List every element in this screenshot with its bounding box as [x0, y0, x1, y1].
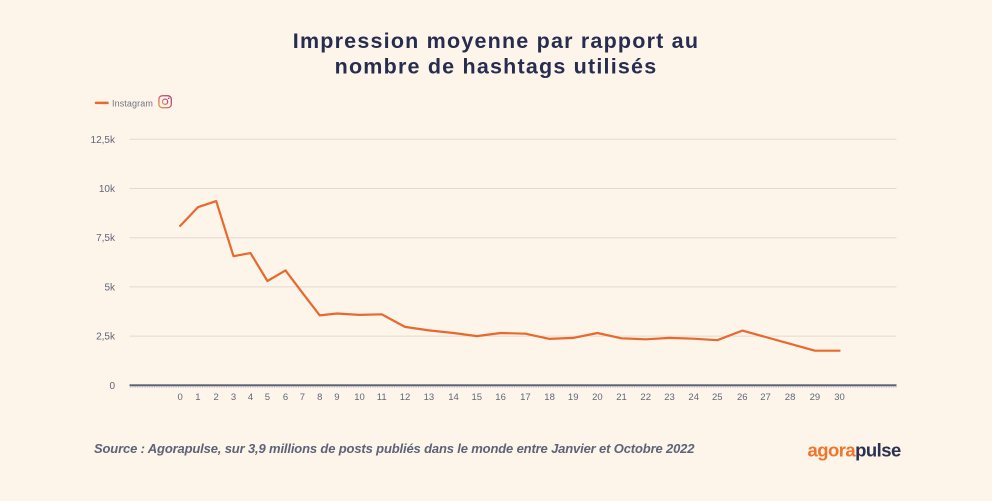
- svg-text:14: 14: [448, 392, 459, 403]
- svg-text:15: 15: [472, 392, 483, 403]
- svg-text:13: 13: [424, 392, 435, 403]
- svg-text:18: 18: [544, 392, 555, 403]
- svg-text:7,5k: 7,5k: [96, 233, 116, 244]
- svg-text:6: 6: [283, 392, 288, 403]
- svg-text:21: 21: [616, 392, 627, 403]
- svg-text:10k: 10k: [99, 184, 116, 195]
- svg-text:nombre de hashtags utilisés: nombre de hashtags utilisés: [335, 54, 658, 78]
- svg-text:2: 2: [214, 392, 219, 403]
- svg-text:5k: 5k: [104, 282, 116, 293]
- svg-text:28: 28: [785, 392, 796, 403]
- svg-text:16: 16: [495, 392, 506, 403]
- svg-text:23: 23: [664, 392, 675, 403]
- svg-text:26: 26: [737, 392, 748, 403]
- svg-text:7: 7: [300, 392, 305, 403]
- svg-text:12: 12: [400, 392, 411, 403]
- svg-text:agorapulse: agorapulse: [808, 440, 901, 461]
- svg-text:1: 1: [195, 392, 200, 403]
- svg-text:Instagram: Instagram: [112, 99, 153, 109]
- svg-text:3: 3: [231, 392, 236, 403]
- svg-text:0: 0: [109, 381, 115, 392]
- svg-text:Source : Agorapulse, sur 3,9 m: Source : Agorapulse, sur 3,9 millions de…: [94, 441, 695, 456]
- svg-text:10: 10: [354, 392, 365, 403]
- svg-text:2,5k: 2,5k: [96, 332, 116, 343]
- svg-text:9: 9: [334, 392, 339, 403]
- svg-text:5: 5: [265, 392, 270, 403]
- svg-text:0: 0: [178, 392, 183, 403]
- svg-text:8: 8: [317, 392, 322, 403]
- svg-text:12,5k: 12,5k: [91, 135, 116, 146]
- svg-text:19: 19: [568, 392, 579, 403]
- svg-text:20: 20: [592, 392, 603, 403]
- svg-text:11: 11: [377, 392, 387, 403]
- svg-text:22: 22: [640, 392, 651, 403]
- svg-text:29: 29: [810, 392, 821, 403]
- svg-text:25: 25: [712, 392, 723, 403]
- svg-text:27: 27: [760, 392, 771, 403]
- svg-text:30: 30: [834, 392, 845, 403]
- svg-text:17: 17: [520, 392, 531, 403]
- svg-text:24: 24: [688, 392, 699, 403]
- svg-text:4: 4: [248, 392, 253, 403]
- svg-text:Impression moyenne par rapport: Impression moyenne par rapport au: [293, 29, 699, 53]
